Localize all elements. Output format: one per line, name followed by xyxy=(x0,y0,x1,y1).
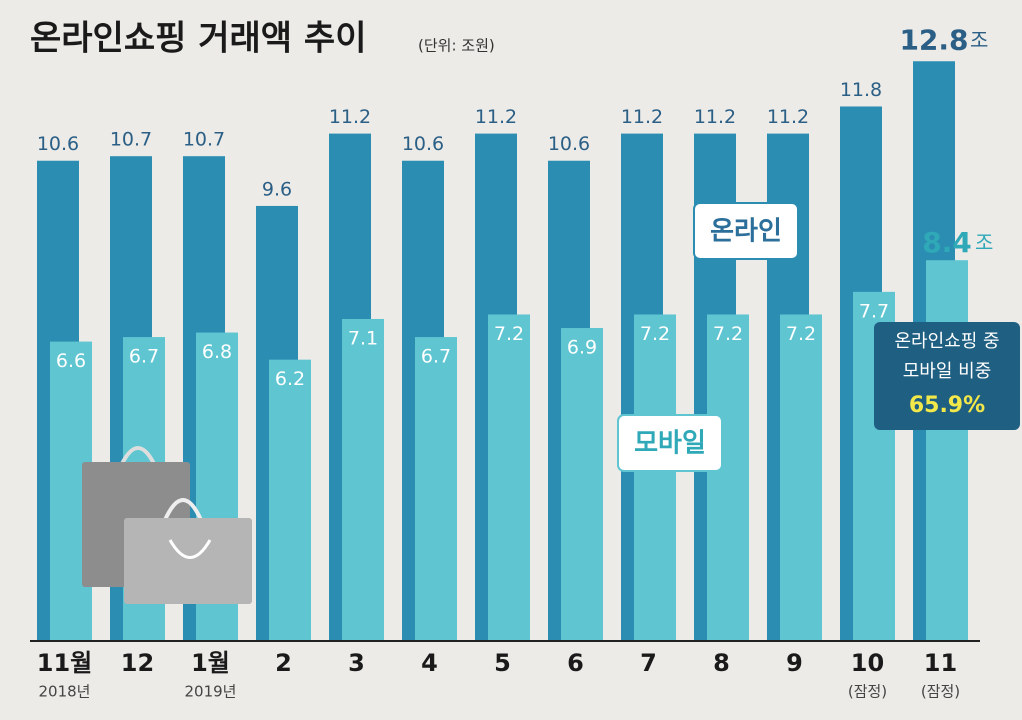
x-tick-label: 12 xyxy=(121,649,154,677)
bar xyxy=(342,318,384,640)
x-tick-label: 10 xyxy=(851,649,884,677)
value-label: 7.2 xyxy=(640,323,670,345)
value-label: 6.9 xyxy=(567,337,597,359)
bar xyxy=(634,314,676,640)
bar xyxy=(926,260,968,640)
value-label: 6.6 xyxy=(56,350,86,372)
x-tick-note: 2019년 xyxy=(185,683,237,701)
value-label: 7.2 xyxy=(786,323,816,345)
unit-label: 조 xyxy=(975,231,993,255)
value-label: 11.8 xyxy=(840,79,882,101)
bar xyxy=(780,314,822,640)
x-tick-note: 2018년 xyxy=(39,683,91,701)
value-label: 12.8 xyxy=(899,23,968,56)
x-tick-label: 9 xyxy=(786,649,803,677)
chart-subtitle: (단위: 조원) xyxy=(418,37,495,55)
callout-box xyxy=(874,322,1020,430)
legend-label: 온라인 xyxy=(710,217,782,247)
x-tick-label: 11월 xyxy=(37,649,92,677)
bar xyxy=(415,337,457,640)
x-tick-label: 5 xyxy=(494,649,511,677)
value-label: 11.2 xyxy=(694,106,736,128)
value-label: 7.7 xyxy=(859,300,889,322)
value-label: 11.2 xyxy=(621,106,663,128)
unit-label: 조 xyxy=(970,28,988,52)
bar xyxy=(561,328,603,640)
legend-box xyxy=(617,414,723,472)
x-tick-label: 2 xyxy=(275,649,292,677)
value-label: 6.7 xyxy=(129,346,159,368)
callout-text: 모바일 비중 xyxy=(903,361,992,382)
callout-value: 65.9% xyxy=(909,393,985,418)
value-label: 6.7 xyxy=(421,346,451,368)
value-label: 10.7 xyxy=(110,129,152,151)
value-label: 6.8 xyxy=(202,341,232,363)
bar xyxy=(488,314,530,640)
value-label: 8.4 xyxy=(922,226,972,259)
value-label: 7.2 xyxy=(713,323,743,345)
bar xyxy=(707,314,749,640)
callout-text: 온라인쇼핑 중 xyxy=(894,331,999,352)
value-label: 9.6 xyxy=(262,178,292,200)
value-label: 10.6 xyxy=(548,133,590,155)
bar xyxy=(269,359,311,640)
bag-icon xyxy=(82,446,252,604)
x-tick-label: 6 xyxy=(567,649,584,677)
x-tick-note: (잠정) xyxy=(848,683,887,701)
x-tick-label: 4 xyxy=(421,649,438,677)
chart-title: 온라인쇼핑 거래액 추이 xyxy=(30,19,366,59)
value-label: 10.6 xyxy=(37,133,79,155)
value-label: 11.2 xyxy=(475,106,517,128)
value-label: 6.2 xyxy=(275,368,305,390)
x-tick-label: 11 xyxy=(924,649,957,677)
x-tick-label: 7 xyxy=(640,649,657,677)
value-label: 11.2 xyxy=(329,106,371,128)
x-tick-label: 8 xyxy=(713,649,730,677)
value-label: 11.2 xyxy=(767,106,809,128)
legend-label: 모바일 xyxy=(634,429,706,459)
value-label: 10.6 xyxy=(402,133,444,155)
legend-box xyxy=(693,202,799,260)
value-label: 7.2 xyxy=(494,323,524,345)
value-label: 10.7 xyxy=(183,129,225,151)
x-tick-note: (잠정) xyxy=(921,683,960,701)
x-tick-label: 3 xyxy=(348,649,365,677)
x-tick-label: 1월 xyxy=(191,649,230,677)
value-label: 7.1 xyxy=(348,327,378,349)
